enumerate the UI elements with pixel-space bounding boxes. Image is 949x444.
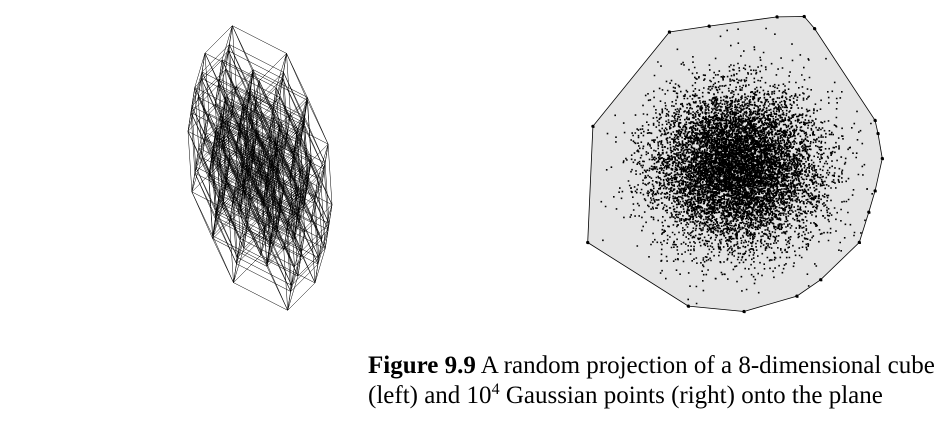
- cube-projection-graphic: [187, 25, 333, 311]
- figure-label: Figure 9.9: [368, 352, 476, 379]
- caption-text-part1: A random projection of a 8-dimensional c…: [368, 352, 935, 409]
- cube-edges: [187, 25, 333, 311]
- figure: [187, 14, 884, 314]
- caption-exponent: 4: [491, 381, 500, 398]
- gaussian-points-graphic: [586, 14, 884, 314]
- caption-text-part2: Gaussian points (right) onto the plane: [499, 382, 883, 409]
- figure-caption: Figure 9.9 A random projection of a 8-di…: [368, 351, 943, 411]
- hull-vertices: [586, 14, 884, 314]
- gaussian-points: [587, 16, 884, 314]
